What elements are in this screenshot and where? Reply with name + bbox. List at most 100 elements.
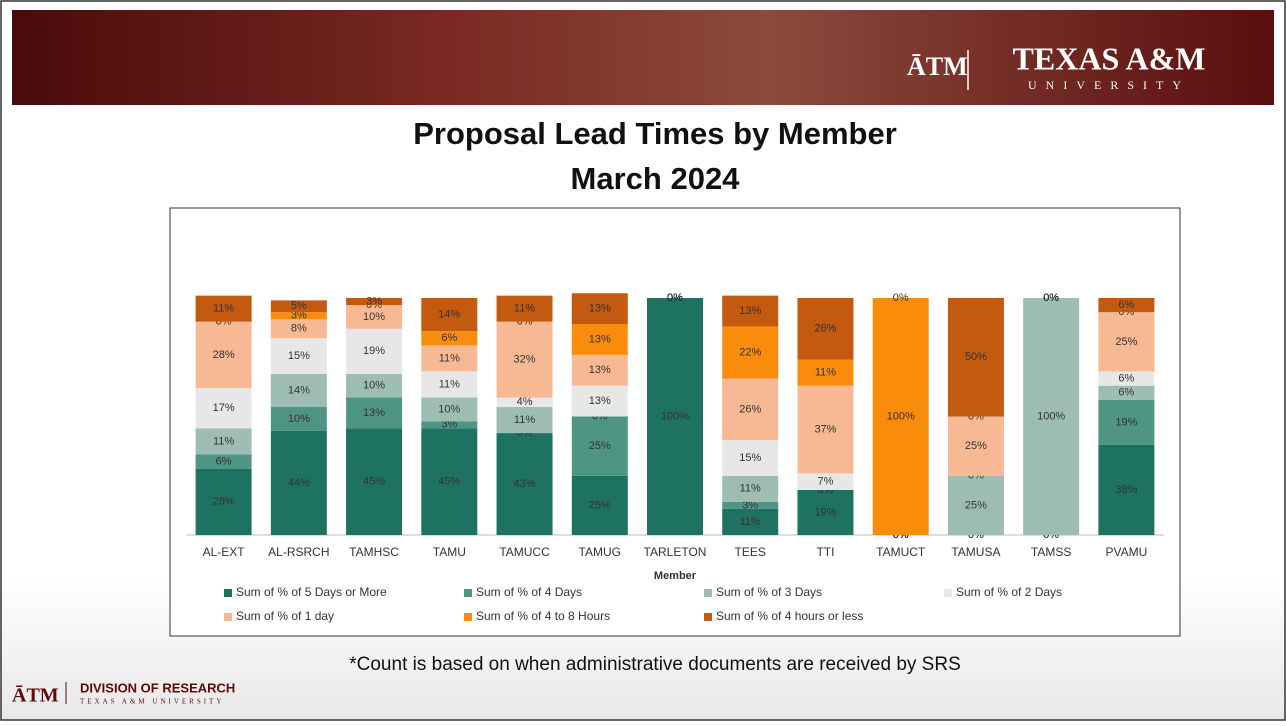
bar-segment <box>270 430 327 535</box>
legend-swatch <box>224 589 232 597</box>
data-label: 45% <box>363 476 385 488</box>
bar-segment <box>270 373 327 408</box>
x-tick-label: TAMUG <box>579 545 621 559</box>
data-label: 14% <box>288 384 310 396</box>
bar-segment <box>722 295 779 327</box>
data-label: 0% <box>1043 292 1059 304</box>
data-label: 0% <box>1043 292 1059 304</box>
legend-label: Sum of % of 1 day <box>236 609 334 623</box>
data-label: 11% <box>213 435 234 447</box>
bar-segment <box>270 300 327 313</box>
data-label: 100% <box>887 410 915 422</box>
bar-segment <box>571 293 628 325</box>
data-label: 25% <box>589 499 611 511</box>
data-label: 0% <box>667 292 683 304</box>
data-label: 3% <box>291 310 307 322</box>
bar-segment <box>270 319 327 339</box>
data-label: 25% <box>965 440 987 452</box>
bar-segment <box>797 359 854 386</box>
x-tick-label: TAMUCT <box>876 545 926 559</box>
data-label: 3% <box>366 295 382 307</box>
bar-segment <box>722 326 779 379</box>
bar-segment <box>496 407 553 434</box>
data-label: 0% <box>667 292 683 304</box>
bar-segment <box>722 508 779 535</box>
x-axis-title: Member <box>654 570 697 582</box>
data-label: 3% <box>441 419 457 431</box>
legend-label: Sum of % of 4 hours or less <box>716 609 863 623</box>
division-name: DIVISION OF RESEARCH <box>80 680 235 695</box>
data-label: 28% <box>213 349 235 361</box>
data-label: 6% <box>441 332 457 344</box>
data-label: 100% <box>1037 410 1065 422</box>
bar-segment <box>797 298 854 360</box>
x-tick-label: AL-RSRCH <box>268 545 329 559</box>
data-label: 22% <box>739 346 761 358</box>
data-label: 14% <box>438 308 460 320</box>
bar-segment <box>1098 399 1155 445</box>
legend-swatch <box>224 613 232 621</box>
legend-swatch <box>464 613 472 621</box>
bar-segment <box>872 298 929 535</box>
bar-segment <box>571 324 628 355</box>
data-label: 13% <box>363 407 385 419</box>
data-label: 11% <box>740 516 761 528</box>
legend-swatch <box>464 589 472 597</box>
x-tick-label: TAMSS <box>1031 545 1071 559</box>
bar-segment <box>195 428 252 455</box>
x-tick-label: TAMU <box>433 545 466 559</box>
chart-subtitle: March 2024 <box>571 161 741 196</box>
bar-segment <box>571 475 628 535</box>
data-label: 25% <box>589 440 611 452</box>
bar-segment <box>195 295 252 322</box>
bar-segment <box>496 295 553 322</box>
data-label: 0% <box>667 292 683 304</box>
x-tick-label: TARLETON <box>644 545 707 559</box>
legend-label: Sum of % of 2 Days <box>956 585 1062 599</box>
chart-title: Proposal Lead Times by Member <box>413 116 897 151</box>
data-label: 13% <box>589 395 611 407</box>
data-label: 11% <box>439 378 460 390</box>
bar-segment <box>722 440 779 476</box>
data-label: 26% <box>739 403 761 415</box>
bar-segment <box>421 371 478 398</box>
data-label: 11% <box>514 303 535 315</box>
data-label: 43% <box>514 478 536 490</box>
header-banner <box>12 10 1274 105</box>
data-label: 0% <box>1043 292 1059 304</box>
x-tick-label: TAMHSC <box>349 545 399 559</box>
legend-label: Sum of % of 3 Days <box>716 585 822 599</box>
bar-segment <box>195 388 252 429</box>
data-label: 13% <box>739 305 761 317</box>
legend-swatch <box>704 613 712 621</box>
division-atm-mark: ĀTM <box>12 685 59 707</box>
data-label: 11% <box>815 367 836 379</box>
data-label: 25% <box>1115 336 1137 348</box>
bar-segment <box>647 298 703 535</box>
division-sub: TEXAS A&M UNIVERSITY <box>80 698 224 706</box>
atm-mark: ĀTM <box>907 52 968 81</box>
bar-segment <box>1098 385 1155 400</box>
bar-segment <box>571 385 628 417</box>
data-label: 44% <box>288 477 310 489</box>
bar-segment <box>571 354 628 386</box>
data-label: 13% <box>589 333 611 345</box>
data-label: 10% <box>363 380 385 392</box>
bar-segment <box>346 328 403 374</box>
data-label: 13% <box>589 364 611 376</box>
data-label: 15% <box>739 452 761 464</box>
bar-segment <box>346 373 403 398</box>
data-label: 25% <box>965 499 987 511</box>
bar-segment <box>496 433 553 535</box>
data-label: 11% <box>213 303 234 315</box>
bar-segment <box>421 345 478 372</box>
x-tick-label: TEES <box>735 545 766 559</box>
bar-segment <box>722 475 779 502</box>
footnote: *Count is based on when administrative d… <box>349 654 961 675</box>
data-label: 45% <box>438 476 460 488</box>
x-tick-label: PVAMU <box>1105 545 1147 559</box>
data-label: 6% <box>1118 299 1134 311</box>
x-tick-label: TTI <box>816 545 834 559</box>
bar-segment <box>421 298 478 332</box>
